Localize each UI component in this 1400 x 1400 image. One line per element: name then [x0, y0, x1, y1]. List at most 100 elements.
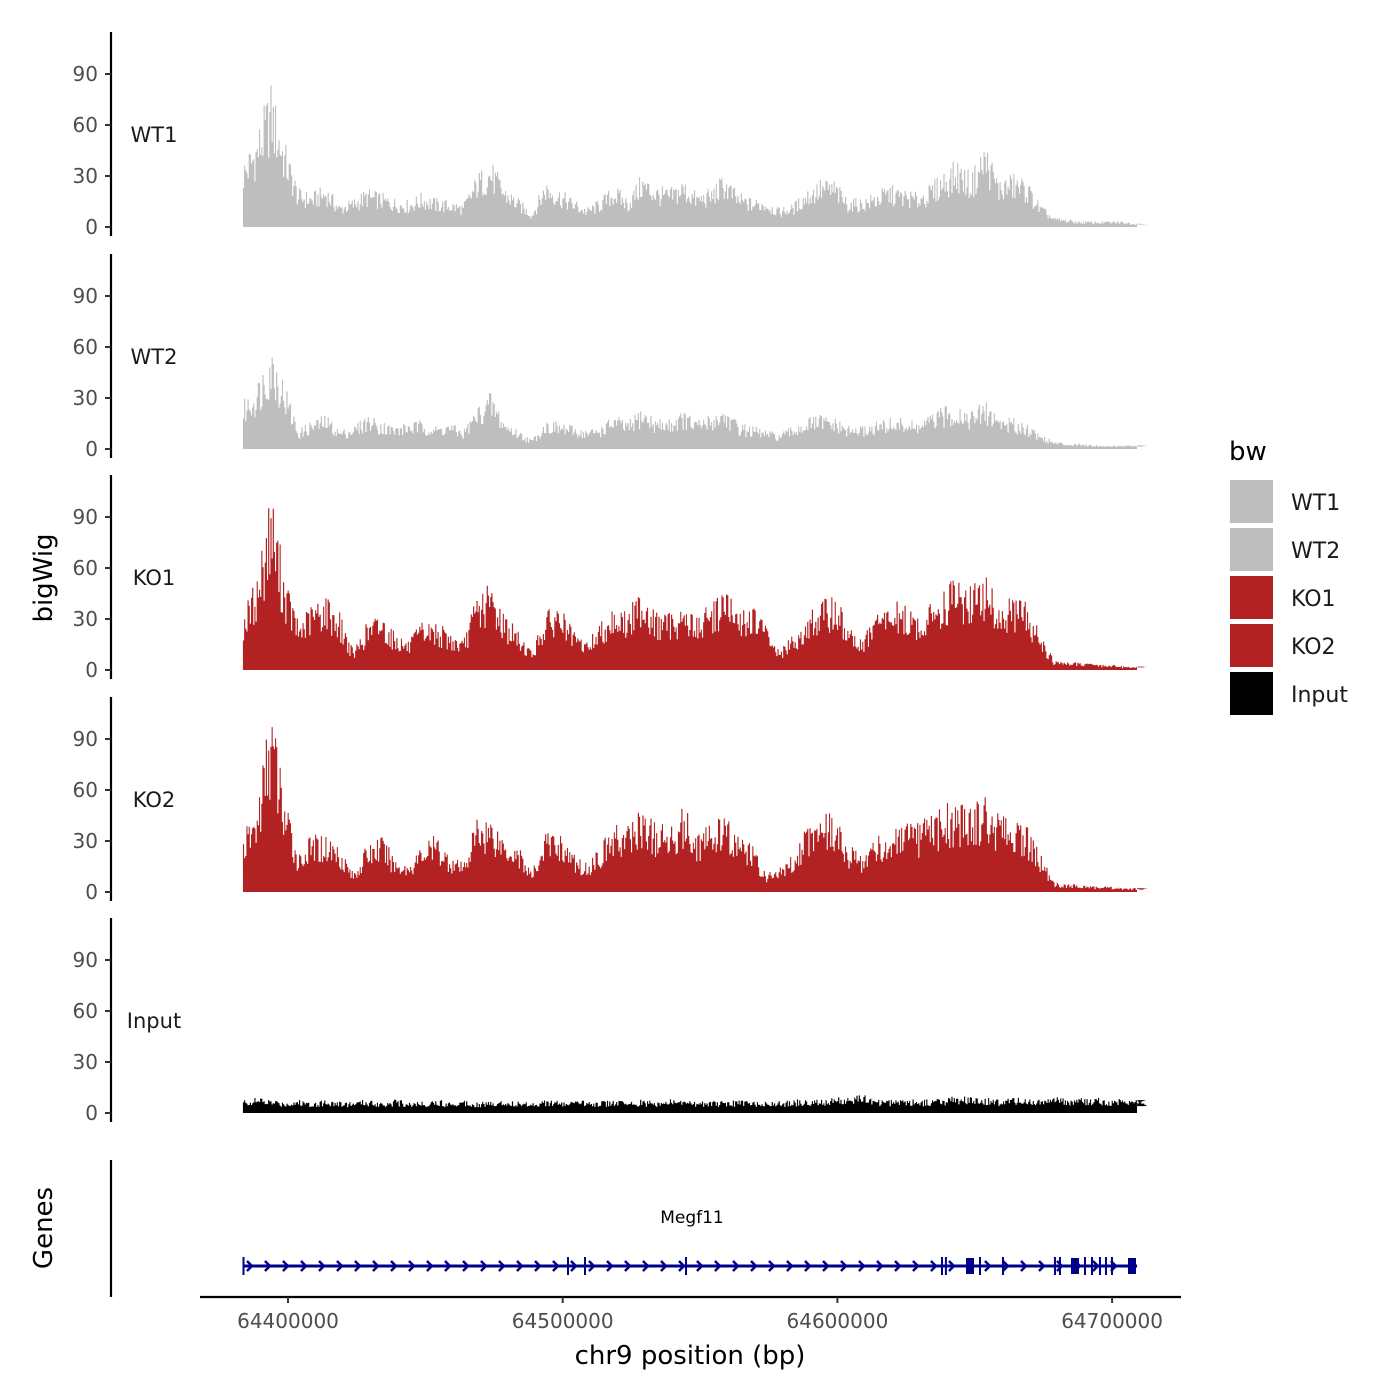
- y-tick-label: 60: [73, 335, 98, 359]
- exon: [1083, 1257, 1086, 1275]
- x-axis-label: chr9 position (bp): [575, 1341, 806, 1371]
- strand-arrow-icon: [336, 1260, 344, 1272]
- legend-title: bw: [1229, 437, 1267, 467]
- strand-arrow-icon: [894, 1260, 902, 1272]
- strand-arrow-icon: [642, 1260, 650, 1272]
- strand-arrow-icon: [444, 1260, 452, 1272]
- strand-arrow-icon: [1056, 1260, 1064, 1272]
- y-tick-label: 0: [85, 437, 98, 461]
- coverage-area-ko2: [242, 727, 1149, 892]
- y-tick-label: 30: [73, 829, 98, 853]
- strand-arrow-icon: [876, 1260, 884, 1272]
- track-label: WT1: [131, 123, 178, 147]
- x-tick-label: 64700000: [1061, 1309, 1163, 1333]
- y-tick-label: 0: [85, 880, 98, 904]
- strand-arrow-icon: [552, 1260, 560, 1272]
- exon: [567, 1257, 570, 1275]
- y-tick-label: 90: [73, 284, 98, 308]
- strand-arrow-icon: [948, 1260, 956, 1272]
- strand-arrow-icon: [930, 1260, 938, 1272]
- x-tick-label: 64400000: [237, 1309, 339, 1333]
- strand-arrow-icon: [588, 1260, 596, 1272]
- coverage-area-wt1: [242, 85, 1149, 227]
- strand-arrow-icon: [786, 1260, 794, 1272]
- track-label: Input: [127, 1009, 181, 1033]
- y-tick-label: 90: [73, 62, 98, 86]
- track-wt2: 0 30 60 90 WT2: [73, 254, 1149, 461]
- exon: [242, 1257, 245, 1275]
- strand-arrow-icon: [300, 1260, 308, 1272]
- gene-label: Megf11: [660, 1208, 724, 1228]
- strand-arrow-icon: [264, 1260, 272, 1272]
- gene-megf11: Megf11: [242, 1208, 1138, 1275]
- track-label: WT2: [131, 345, 178, 369]
- legend-label: WT1: [1291, 491, 1340, 516]
- strand-arrow-icon: [1002, 1260, 1010, 1272]
- track-wt1: 0 30 60 90 WT1: [73, 32, 1149, 239]
- strand-arrow-icon: [354, 1260, 362, 1272]
- legend-key-input: [1230, 672, 1273, 715]
- strand-arrow-icon: [804, 1260, 812, 1272]
- strand-arrow-icon: [372, 1260, 380, 1272]
- y-tick-label: 60: [73, 999, 98, 1023]
- exon: [1058, 1257, 1061, 1275]
- strand-arrow-icon: [840, 1260, 848, 1272]
- strand-arrow-icon: [624, 1260, 632, 1272]
- y-tick-label: 0: [85, 658, 98, 682]
- strand-arrow-icon: [1092, 1260, 1100, 1272]
- strand-arrow-icon: [282, 1260, 290, 1272]
- exon: [1127, 1258, 1136, 1274]
- y-tick-label: 90: [73, 948, 98, 972]
- strand-arrow-icon: [246, 1260, 254, 1272]
- y-tick-label: 0: [85, 1101, 98, 1125]
- exon: [944, 1257, 947, 1275]
- exon: [978, 1257, 981, 1275]
- coverage-area-wt2: [242, 357, 1149, 449]
- strand-arrow-icon: [858, 1260, 866, 1272]
- exon: [965, 1258, 974, 1274]
- strand-arrow-icon: [678, 1260, 686, 1272]
- y-tick-label: 30: [73, 386, 98, 410]
- strand-arrow-icon: [714, 1260, 722, 1272]
- strand-arrow-icon: [822, 1260, 830, 1272]
- legend-label: WT2: [1291, 539, 1340, 564]
- strand-arrow-icon: [696, 1260, 704, 1272]
- strand-arrow-icon: [570, 1260, 578, 1272]
- strand-arrow-icon: [732, 1260, 740, 1272]
- y-axis-label-bigwig: bigWig: [29, 533, 59, 622]
- strand-arrow-icon: [750, 1260, 758, 1272]
- exon: [1090, 1257, 1093, 1275]
- exon: [1070, 1258, 1079, 1274]
- strand-arrow-icon: [426, 1260, 434, 1272]
- legend-key-wt2: [1230, 528, 1273, 571]
- strand-arrow-icon: [318, 1260, 326, 1272]
- strand-arrow-icon: [1020, 1260, 1028, 1272]
- exon: [1098, 1257, 1101, 1275]
- strand-arrow-icon: [912, 1260, 920, 1272]
- x-tick-label: 64500000: [512, 1309, 614, 1333]
- y-tick-label: 0: [85, 215, 98, 239]
- y-tick-label: 30: [73, 607, 98, 631]
- exon: [1053, 1257, 1056, 1275]
- exon: [1110, 1257, 1113, 1275]
- legend-key-ko1: [1230, 576, 1273, 619]
- legend-key-ko2: [1230, 624, 1273, 667]
- strand-arrow-icon: [534, 1260, 542, 1272]
- strand-arrow-icon: [1038, 1260, 1046, 1272]
- y-tick-label: 60: [73, 113, 98, 137]
- track-ko1: 0 30 60 90 KO1: [73, 475, 1149, 682]
- x-tick-label: 64600000: [787, 1309, 889, 1333]
- strand-arrow-icon: [606, 1260, 614, 1272]
- strand-arrow-icon: [408, 1260, 416, 1272]
- exon: [685, 1257, 688, 1275]
- strand-arrow-icon: [516, 1260, 524, 1272]
- strand-arrow-icon: [498, 1260, 506, 1272]
- exon: [1104, 1257, 1107, 1275]
- strand-arrow-icon: [984, 1260, 992, 1272]
- y-tick-label: 60: [73, 778, 98, 802]
- track-label: KO1: [133, 566, 176, 590]
- y-tick-label: 60: [73, 556, 98, 580]
- y-tick-label: 90: [73, 505, 98, 529]
- strand-arrow-icon: [462, 1260, 470, 1272]
